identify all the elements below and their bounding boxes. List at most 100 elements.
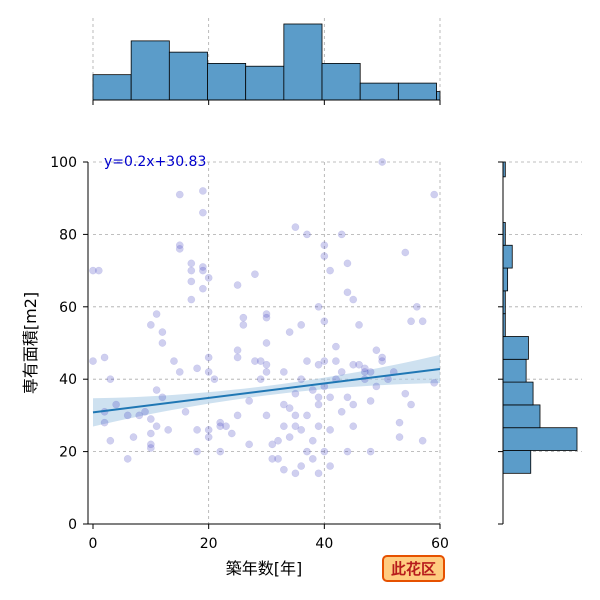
histogram-bar-y [502, 358, 527, 383]
histogram-bar-x [245, 65, 285, 101]
scatter-point [227, 429, 236, 438]
scatter-point [123, 454, 132, 463]
scatter-point [314, 360, 323, 369]
scatter-point [366, 447, 375, 456]
scatter-point [141, 407, 149, 416]
scatter-point [146, 429, 155, 438]
scatter-point [251, 357, 259, 365]
scatter-point [314, 422, 323, 431]
scatter-point [303, 411, 311, 420]
y-tick-label: 80 [59, 227, 77, 243]
scatter-point [233, 281, 242, 289]
scatter-point [337, 368, 346, 376]
scatter-point [193, 447, 201, 456]
scatter-point [204, 353, 213, 362]
scatter-point [152, 310, 161, 318]
scatter-point [175, 190, 184, 199]
scatter-point [129, 433, 138, 441]
scatter-point [308, 436, 317, 445]
scatter-point [372, 346, 381, 355]
scatter-point [199, 208, 207, 217]
y-tick-label: 0 [68, 517, 77, 533]
histogram-bar-x [92, 74, 132, 101]
y-tick-label: 40 [59, 372, 77, 388]
scatter-point [280, 465, 288, 474]
scatter-point [175, 368, 184, 376]
scatter-point [280, 400, 288, 409]
scatter-point [193, 364, 201, 373]
scatter-point [418, 436, 427, 445]
scatter-point [175, 245, 184, 253]
scatter-point [89, 266, 97, 275]
scatter-point [158, 393, 167, 402]
scatter-point [337, 407, 346, 416]
regression-line-group [92, 367, 441, 414]
scatter-point [401, 389, 410, 398]
regression-equation: y=0.2x+30.83 [104, 154, 206, 170]
scatter-point [106, 436, 115, 445]
histogram-bar-x [168, 51, 208, 101]
scatter-point [360, 368, 369, 376]
scatter-point [366, 397, 375, 405]
scatter-point [256, 375, 265, 384]
x-tick-label: 40 [315, 536, 333, 552]
scatter-point [268, 454, 277, 463]
histogram-bar-x [283, 23, 323, 101]
scatter-point [303, 230, 311, 239]
scatter-point [355, 360, 363, 369]
scatter-point [349, 400, 358, 409]
scatter-point [355, 321, 363, 329]
scatter-point [378, 158, 387, 166]
scatter-point [204, 273, 213, 282]
scatter-point [262, 360, 271, 369]
scatter-point [320, 317, 329, 326]
scatter-point [94, 266, 103, 275]
y-tick-label: 20 [59, 445, 77, 461]
scatter-point [291, 422, 300, 431]
scatter-point [320, 252, 329, 260]
scatter-point [204, 368, 213, 376]
x-tick-label: 0 [89, 536, 98, 552]
scatter-point [216, 418, 225, 427]
scatter-point [413, 302, 421, 311]
scatter-point [285, 328, 294, 336]
scatter-point [285, 433, 294, 441]
scatter-point [280, 422, 288, 431]
scatter-point [343, 447, 352, 456]
marginal-x-histogram [92, 23, 441, 105]
scatter-point [285, 404, 294, 413]
scatter-point [262, 310, 271, 318]
scatter-point [308, 386, 317, 394]
scatter-point [158, 328, 167, 336]
scatter-point [297, 462, 306, 470]
scatter-point [164, 426, 173, 434]
scatter-point [262, 368, 271, 376]
scatter-point [262, 339, 271, 347]
scatter-point [326, 393, 334, 402]
histogram-bar-x [359, 82, 399, 101]
scatter-point [401, 248, 410, 257]
histogram-bar-y [502, 244, 513, 269]
scatter-point [268, 440, 277, 449]
scatter-point [152, 386, 161, 394]
scatter-point [251, 270, 259, 279]
scatter-point [378, 357, 387, 365]
scatter-point [378, 353, 387, 362]
scatter-point [262, 411, 271, 420]
scatter-point [430, 378, 439, 387]
scatter-point [187, 266, 196, 275]
scatter-point [193, 426, 201, 434]
scatter-point [320, 447, 329, 456]
scatter-point [100, 418, 109, 427]
scatter-point [233, 346, 242, 355]
histogram-bar-x [397, 82, 437, 101]
scatter-points [89, 158, 439, 478]
scatter-point [210, 375, 219, 384]
scatter-point [181, 407, 190, 416]
scatter-point [187, 259, 196, 268]
histogram-bar-x [130, 40, 170, 101]
scatter-point [297, 426, 306, 434]
scatter-point [146, 440, 155, 449]
axes [87, 162, 440, 525]
